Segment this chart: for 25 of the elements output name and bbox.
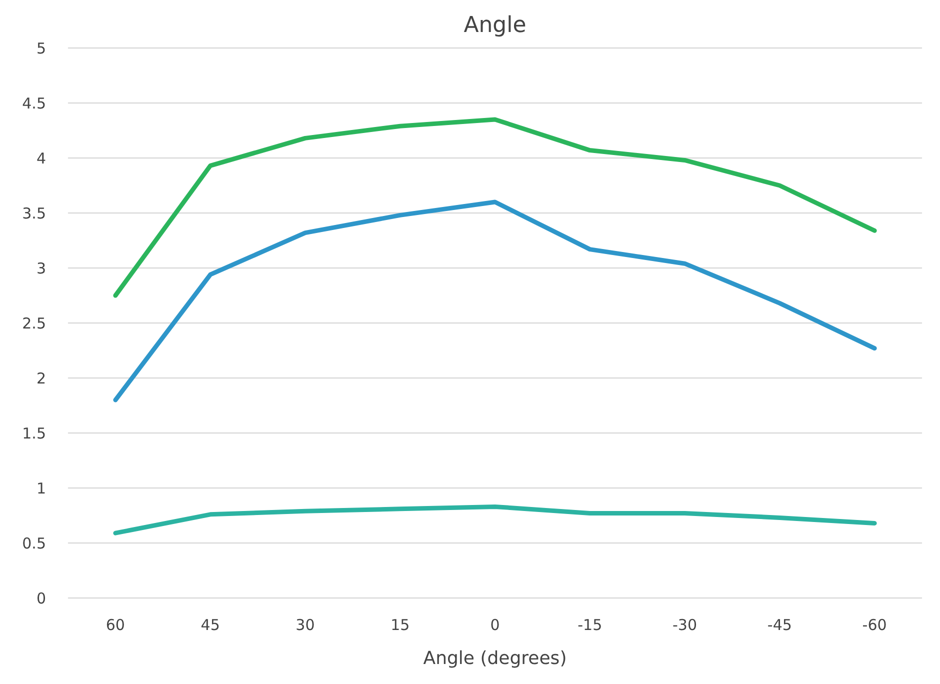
- x-tick-label: -15: [578, 616, 602, 634]
- y-tick-label: 2: [36, 369, 46, 388]
- y-tick-label: 0: [36, 589, 46, 608]
- x-tick-label: 60: [106, 616, 125, 634]
- y-tick-label: 5: [36, 39, 46, 58]
- x-tick-label: 15: [390, 616, 410, 634]
- x-tick-label: -30: [672, 616, 698, 634]
- line-series: [113, 200, 877, 402]
- y-tick-label: 3.5: [22, 204, 46, 222]
- y-tick-label: 4: [36, 149, 46, 168]
- chart-title: Angle: [464, 13, 526, 38]
- x-tick-label: 0: [490, 616, 500, 634]
- line-series: [113, 117, 877, 298]
- y-tick-label: 1.5: [22, 424, 46, 442]
- y-tick-label: 3: [36, 259, 46, 278]
- y-tick-label: 1: [36, 479, 46, 498]
- y-tick-label: 4.5: [22, 94, 46, 112]
- x-tick-label: -45: [767, 616, 792, 634]
- x-tick-label: 30: [296, 616, 315, 634]
- x-axis-title: Angle (degrees): [423, 648, 567, 669]
- y-tick-label: 2.5: [22, 314, 46, 332]
- x-tick-label: 45: [200, 616, 220, 634]
- y-tick-label: 0.5: [22, 534, 46, 552]
- x-tick-label: -60: [862, 616, 887, 634]
- line-series: [113, 504, 877, 536]
